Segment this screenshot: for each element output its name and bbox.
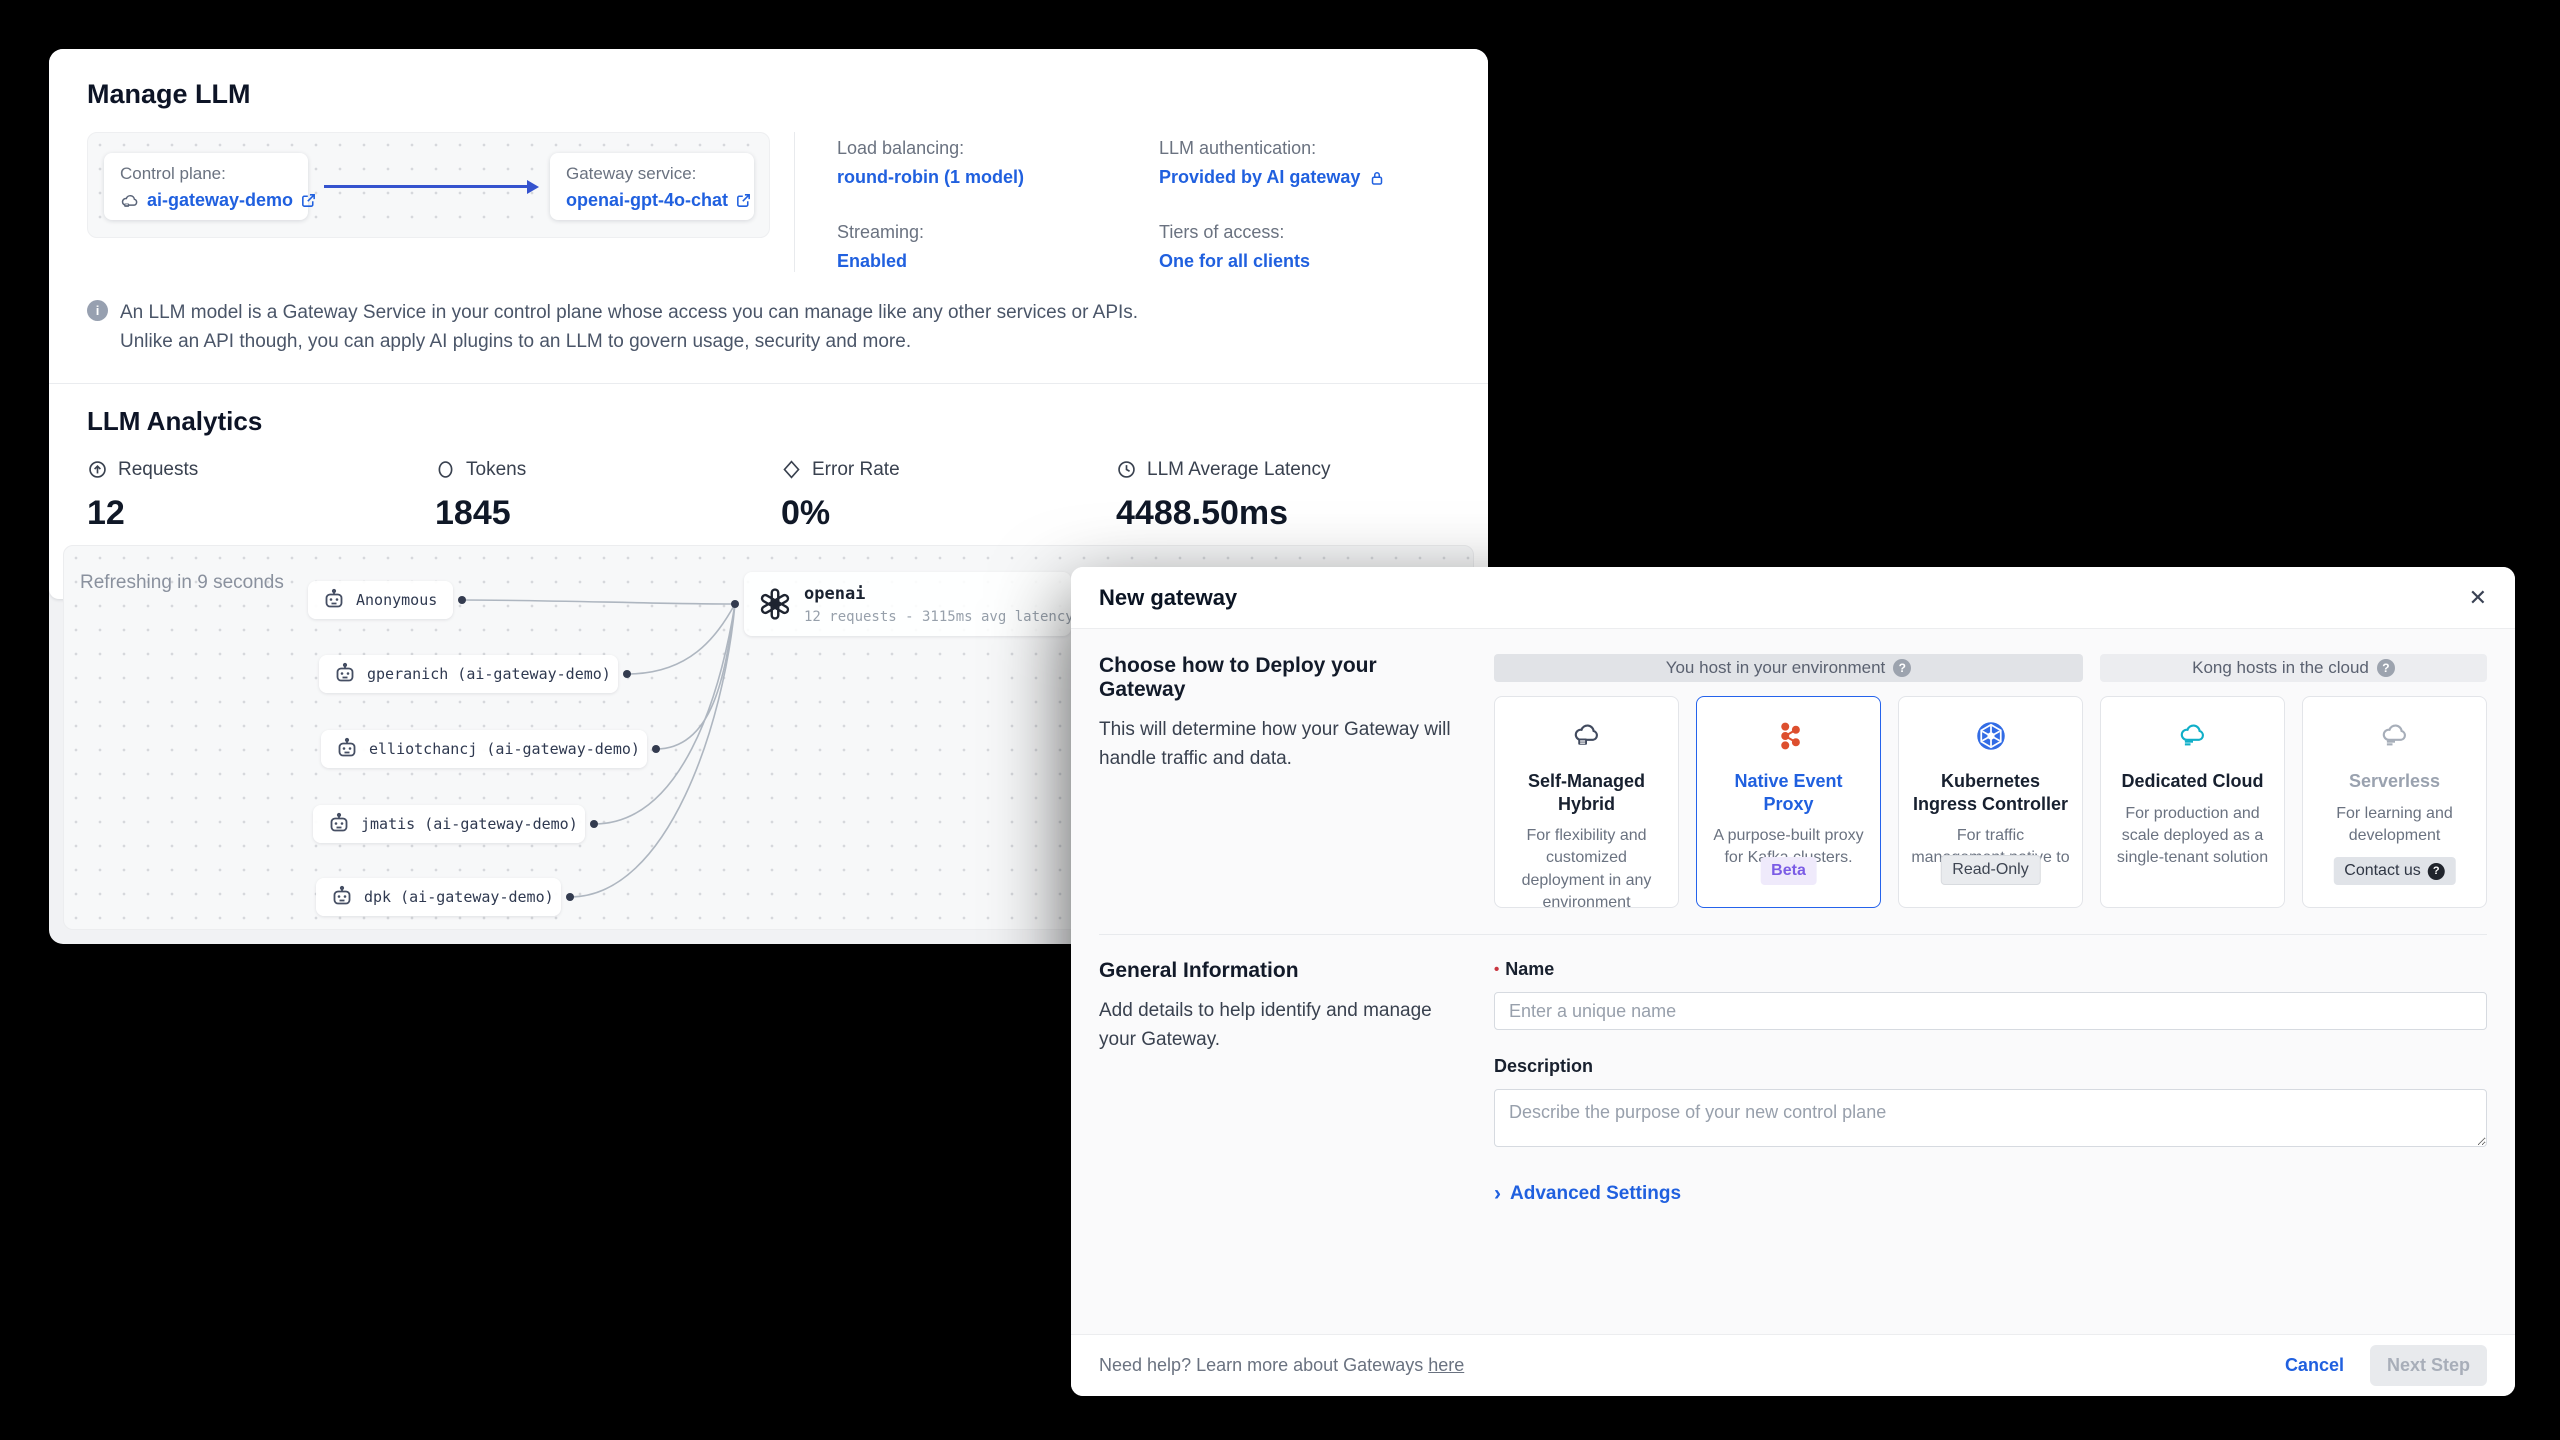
detail-llm-authentication: LLM authentication: Provided by AI gatew…: [1159, 138, 1386, 188]
robot-icon: [325, 588, 343, 608]
deploy-description: This will determine how your Gateway wil…: [1099, 719, 1451, 769]
client-node-dpk[interactable]: dpk (ai-gateway-demo): [316, 878, 561, 916]
llm-flow-panel: Control plane: ai-gateway-demo Gateway s…: [87, 132, 770, 238]
latency-icon: [1118, 461, 1135, 479]
section-divider: [49, 382, 1488, 384]
modal-section-divider: [1099, 934, 2487, 935]
question-icon: ?: [2427, 862, 2445, 880]
contact-us-button[interactable]: Contact us ?: [2333, 857, 2456, 885]
group-pill-self-hosted[interactable]: You host in your environment ?: [1494, 654, 2083, 682]
gateway-service-label: Gateway service:: [566, 164, 697, 183]
advanced-settings-toggle[interactable]: › Advanced Settings: [1494, 1182, 1682, 1205]
page-title: Manage LLM: [87, 79, 251, 109]
graph-edges: [458, 596, 739, 901]
help-link[interactable]: here: [1428, 1355, 1465, 1375]
required-indicator: •: [1494, 961, 1500, 978]
deploy-card-kubernetes-ingress[interactable]: Kubernetes Ingress Controller For traffi…: [1898, 696, 2083, 908]
group-pill-kong-cloud[interactable]: Kong hosts in the cloud ?: [2100, 654, 2487, 682]
refresh-countdown: Refreshing in 9 seconds: [80, 572, 284, 593]
deploy-card-native-event-proxy[interactable]: Native Event Proxy A purpose-built proxy…: [1696, 696, 1881, 908]
analytics-title: LLM Analytics: [87, 405, 263, 436]
cancel-button[interactable]: Cancel: [2284, 1355, 2344, 1375]
deploy-card-dedicated-cloud[interactable]: Dedicated Cloud For production and scale…: [2100, 696, 2285, 908]
flow-arrow: [324, 180, 539, 193]
load-balancing-link[interactable]: round-robin (1 model): [837, 167, 1024, 187]
description-textarea[interactable]: [1494, 1089, 2487, 1147]
tokens-icon: [438, 461, 453, 479]
new-gateway-modal: New gateway ✕ Choose how to Deploy your …: [1071, 567, 2515, 1396]
dedicated-cloud-icon: [2180, 724, 2204, 746]
provider-node-openai[interactable]: openai 12 requests - 3115ms avg latency: [744, 572, 1074, 636]
help-text: Need help? Learn more about Gateways her…: [1099, 1355, 1465, 1375]
client-node-gperanich[interactable]: gperanich (ai-gateway-demo): [319, 655, 618, 693]
client-node-jmatis[interactable]: jmatis (ai-gateway-demo): [313, 805, 585, 843]
gateway-service-link[interactable]: openai-gpt-4o-chat: [566, 190, 750, 211]
client-node-anonymous[interactable]: Anonymous: [308, 581, 453, 619]
deploy-card-self-managed-hybrid[interactable]: Self-Managed Hybrid For flexibility and …: [1494, 696, 1679, 911]
robot-icon: [336, 662, 354, 682]
hybrid-cloud-icon: [1574, 724, 1598, 745]
tiers-link[interactable]: One for all clients: [1159, 251, 1311, 271]
chevron-right-icon: ›: [1494, 1182, 1501, 1205]
next-step-button[interactable]: Next Step: [2369, 1345, 2487, 1386]
name-label: • Name: [1494, 959, 1555, 979]
general-info-description: Add details to help identify and manage …: [1099, 1000, 1432, 1050]
kubernetes-icon: [1976, 722, 2005, 750]
robot-icon: [338, 737, 356, 757]
info-icon: i: [87, 300, 108, 321]
control-plane-card: Control plane: ai-gateway-demo: [104, 153, 315, 220]
lock-icon: [1372, 171, 1383, 185]
robot-icon: [330, 812, 348, 832]
detail-streaming: Streaming: Enabled: [837, 222, 1159, 272]
detail-load-balancing: Load balancing: round-robin (1 model): [837, 138, 1159, 188]
manage-llm-card: Manage LLM Control plane: ai-gateway-dem…: [49, 49, 1488, 599]
cloud-icon: [121, 194, 138, 207]
general-info-heading: General Information: [1099, 959, 1299, 982]
description-label: Description: [1494, 1056, 1594, 1076]
modal-title: New gateway: [1099, 584, 1238, 610]
external-link-icon: [302, 194, 315, 207]
close-icon[interactable]: ✕: [2468, 584, 2487, 610]
client-node-elliotchancj[interactable]: elliotchancj (ai-gateway-demo): [321, 730, 647, 768]
help-icon[interactable]: ?: [1893, 659, 1912, 677]
openai-icon: [760, 588, 790, 620]
serverless-cloud-icon: [2382, 724, 2406, 746]
control-plane-label: Control plane:: [120, 164, 226, 183]
gateway-service-card: Gateway service: openai-gpt-4o-chat: [550, 153, 754, 220]
beta-badge: Beta: [1760, 857, 1817, 885]
help-icon[interactable]: ?: [2376, 659, 2395, 677]
deploy-heading: Choose how to Deploy your Gateway: [1099, 654, 1377, 701]
llm-auth-link[interactable]: Provided by AI gateway: [1159, 167, 1386, 188]
control-plane-link[interactable]: ai-gateway-demo: [120, 190, 315, 211]
name-input[interactable]: [1494, 992, 2487, 1030]
read-only-badge: Read-Only: [1940, 855, 2041, 885]
kafka-icon: [1780, 722, 1800, 750]
requests-icon: [89, 461, 106, 479]
external-link-icon: [737, 194, 750, 207]
deploy-card-serverless[interactable]: Serverless For learning and development …: [2302, 696, 2487, 908]
robot-icon: [333, 885, 351, 905]
error-rate-icon: [783, 460, 800, 480]
llm-info-note: i An LLM model is a Gateway Service in y…: [87, 298, 1450, 357]
streaming-link[interactable]: Enabled: [837, 251, 908, 271]
detail-tiers: Tiers of access: One for all clients: [1159, 222, 1386, 272]
